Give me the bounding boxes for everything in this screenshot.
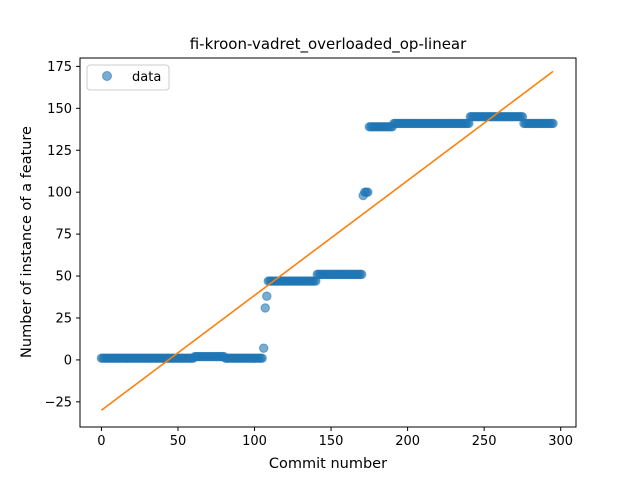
y-tick-label: 50: [55, 270, 72, 285]
y-tick-label: 0: [64, 353, 72, 368]
y-tick-label: −25: [45, 395, 72, 410]
y-tick-label: 100: [47, 186, 72, 201]
x-tick-label: 200: [395, 434, 420, 449]
chart-title: fi-kroon-vadret_overloaded_op-linear: [190, 35, 467, 54]
legend: data: [86, 64, 170, 91]
x-tick-label: 0: [97, 434, 105, 449]
data-point: [262, 291, 272, 301]
data-point: [356, 269, 367, 280]
data-point: [363, 187, 373, 197]
data-point: [257, 353, 267, 363]
x-axis-label: Commit number: [269, 456, 387, 472]
plot-area: [96, 70, 558, 411]
y-axis-label: Number of instance of a feature: [19, 126, 35, 358]
y-tick-label: 75: [55, 228, 72, 243]
data-point: [260, 303, 270, 313]
fit-line: [100, 70, 554, 411]
y-tick-label: 175: [47, 60, 72, 75]
data-point: [259, 343, 269, 353]
x-tick-label: 100: [242, 434, 267, 449]
x-tick-label: 150: [319, 434, 344, 449]
y-tick-label: 125: [47, 144, 72, 159]
legend-label-data: data: [132, 70, 161, 85]
x-tick-label: 300: [548, 434, 573, 449]
y-tick-label: 150: [47, 102, 72, 117]
legend-marker-data: [102, 71, 112, 81]
x-tick-label: 250: [472, 434, 497, 449]
axes-frame: [79, 57, 577, 428]
axes: 0 50 100 150 200 250 300 −25 0 25 50 75 100 125 150 175: [45, 57, 577, 449]
x-tick-label: 50: [170, 434, 187, 449]
data-point: [548, 118, 558, 129]
y-tick-label: 25: [55, 311, 72, 326]
